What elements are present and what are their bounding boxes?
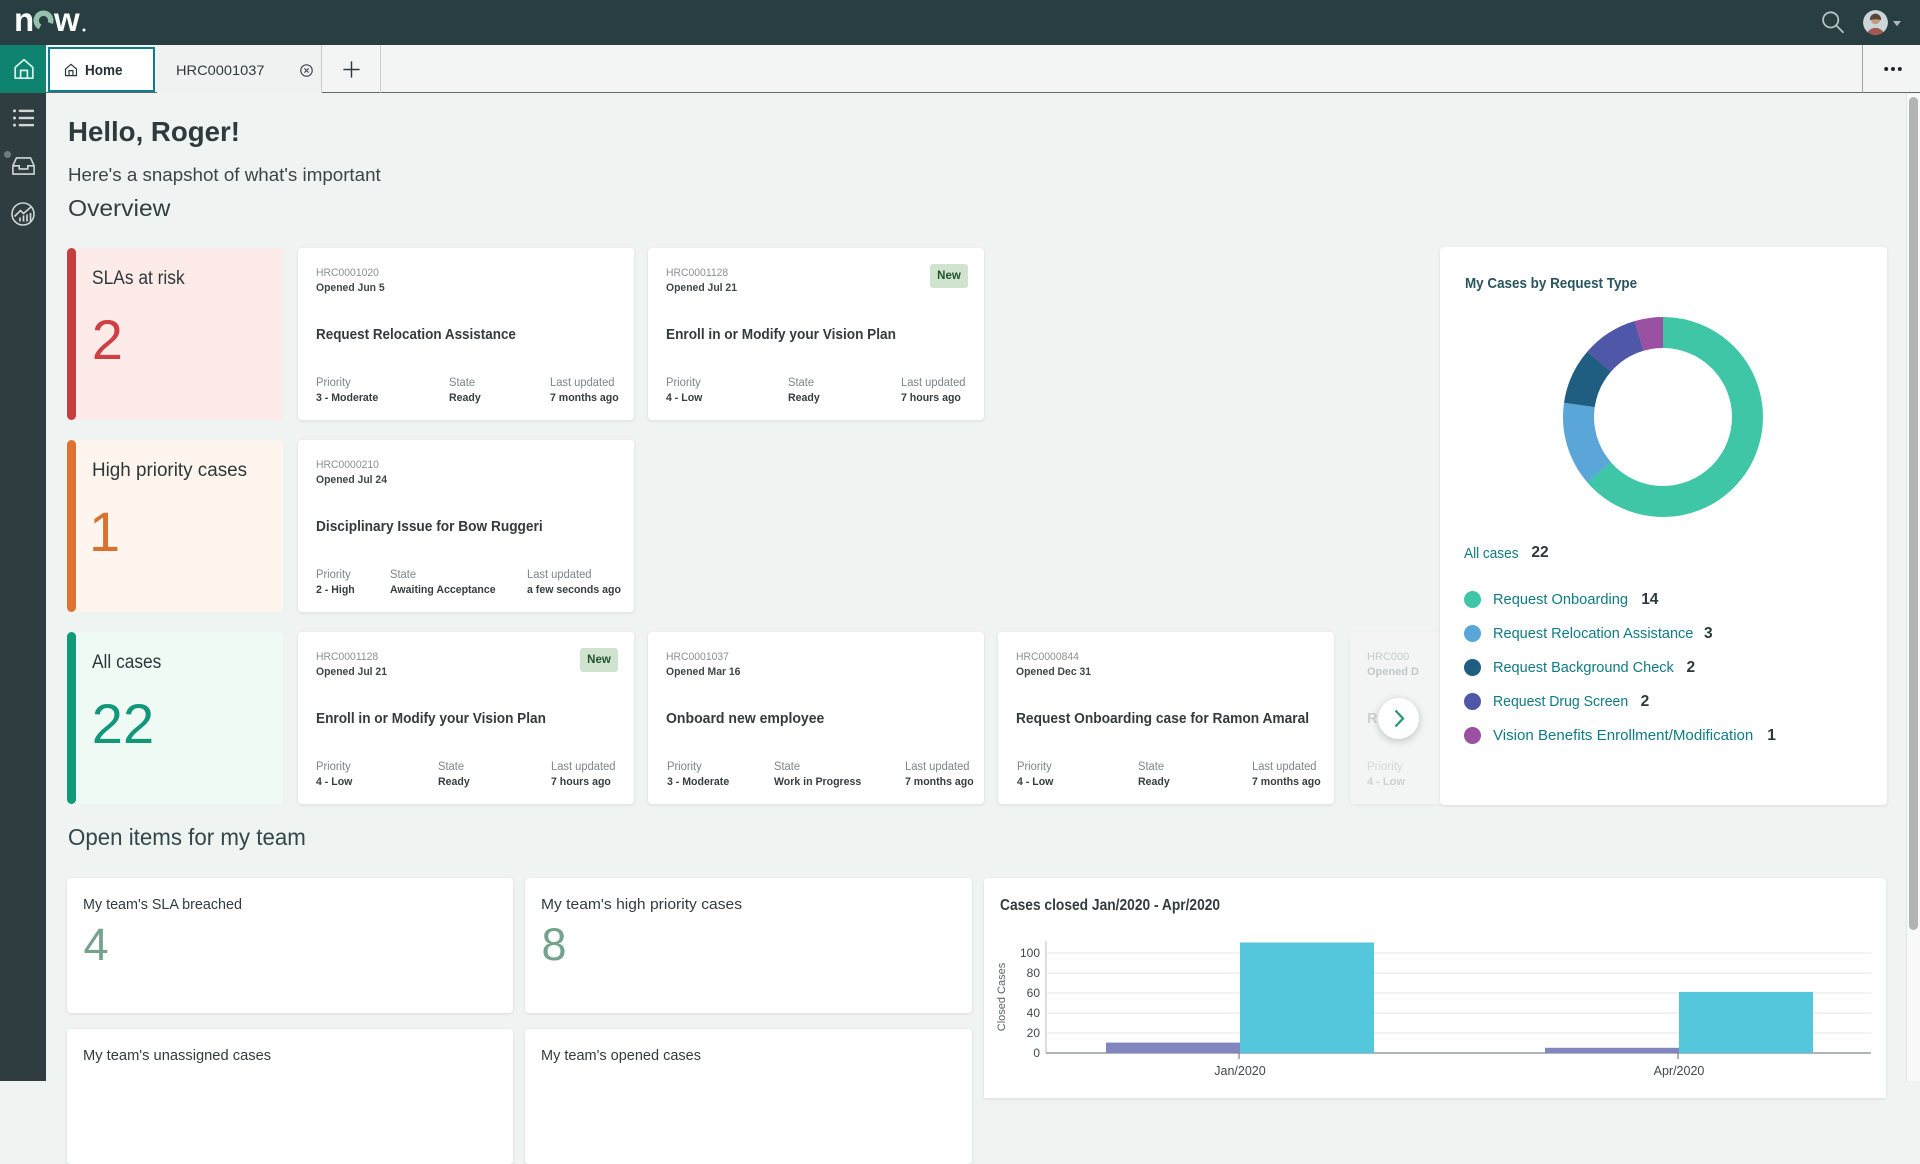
- svg-text:Closed Cases: Closed Cases: [996, 962, 1008, 1031]
- svg-text:n: n: [14, 1, 34, 38]
- svg-text:Jan/2020: Jan/2020: [1214, 1064, 1265, 1078]
- svg-text:60: 60: [1027, 986, 1041, 1000]
- svg-text:100: 100: [1020, 946, 1040, 960]
- svg-text:40: 40: [1027, 1006, 1041, 1020]
- svg-text:20: 20: [1027, 1026, 1041, 1040]
- svg-text:w: w: [53, 1, 80, 38]
- svg-text:80: 80: [1027, 966, 1041, 980]
- svg-text:0: 0: [1033, 1046, 1040, 1060]
- svg-text:Apr/2020: Apr/2020: [1654, 1064, 1705, 1078]
